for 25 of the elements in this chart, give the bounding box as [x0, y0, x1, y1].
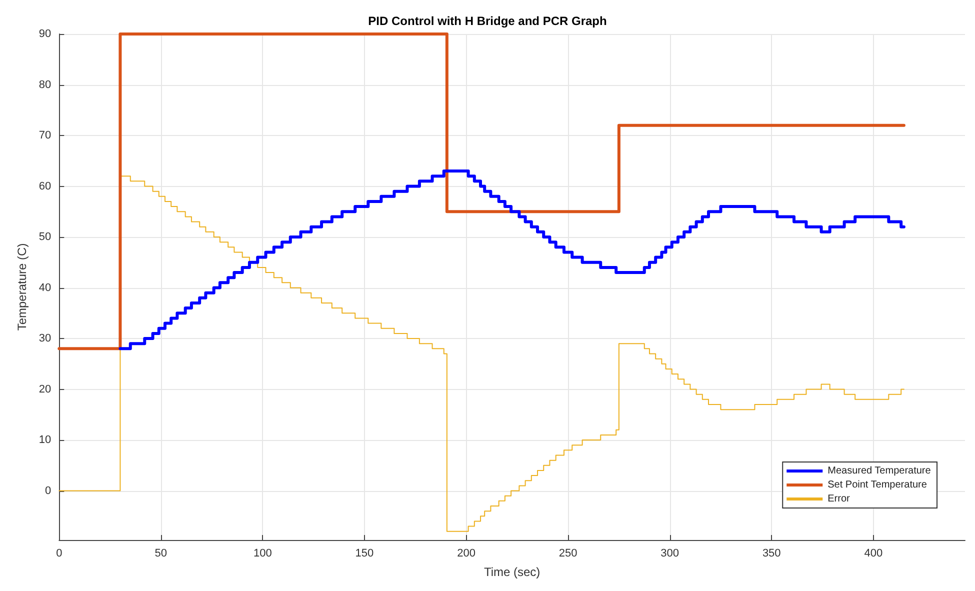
y-tick-label: 70 — [38, 130, 52, 142]
x-axis-title: Time (sec) — [484, 565, 540, 579]
x-tick-label: 400 — [864, 548, 883, 560]
x-tick-label: 200 — [457, 548, 476, 560]
legend-label: Measured Temperature — [828, 466, 932, 476]
y-tick-label: 40 — [38, 282, 52, 294]
y-tick-label: 60 — [38, 180, 52, 192]
y-tick-label: 20 — [38, 383, 52, 396]
y-tick-label: 0 — [45, 484, 52, 497]
y-tick-label: 30 — [38, 332, 52, 345]
y-tick-label: 90 — [38, 28, 52, 40]
y-tick-label: 10 — [38, 434, 52, 446]
y-axis-title: Temperature (C) — [15, 243, 29, 331]
legend-label: Error — [828, 494, 851, 504]
legend-label: Set Point Temperature — [828, 480, 928, 490]
y-tick-label: 80 — [38, 78, 52, 91]
x-tick-label: 0 — [56, 548, 62, 560]
x-tick-label: 50 — [154, 548, 168, 560]
chart-title: PID Control with H Bridge and PCR Graph — [368, 14, 607, 28]
y-tick-label: 50 — [38, 231, 52, 244]
x-tick-label: 150 — [355, 548, 374, 560]
x-tick-label: 300 — [660, 548, 680, 560]
x-tick-label: 100 — [254, 548, 272, 560]
x-tick-label: 250 — [558, 548, 578, 560]
x-tick-label: 350 — [762, 548, 781, 560]
